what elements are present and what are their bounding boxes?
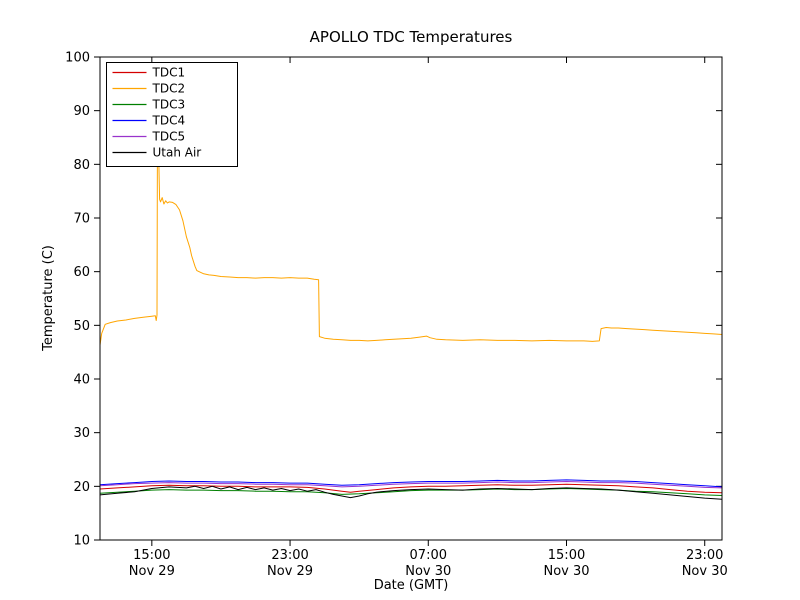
plot-border <box>99 56 723 541</box>
legend-label-tdc3: TDC3 <box>152 98 186 112</box>
legend-label-tdc4: TDC4 <box>152 114 186 128</box>
y-tick-label: 90 <box>73 104 90 119</box>
legend: TDC1 TDC2 TDC3 TDC4 TDC5 Utah Air <box>106 62 238 167</box>
x-tick-label-date: Nov 29 <box>129 564 175 579</box>
x-tick-label-time: 07:00 <box>410 548 447 563</box>
y-tick-label: 80 <box>73 158 90 173</box>
legend-label-tdc1: TDC1 <box>152 66 186 80</box>
x-tick-label-time: 23:00 <box>271 548 308 563</box>
series-line-utah-air <box>99 485 723 500</box>
y-tick-label: 50 <box>73 319 90 334</box>
y-tick-label: 70 <box>73 212 90 227</box>
x-tick-label-date: Nov 30 <box>682 564 728 579</box>
legend-label-tdc2: TDC2 <box>152 82 186 96</box>
x-tick-label-date: Nov 30 <box>405 564 451 579</box>
series-line-tdc5 <box>99 481 723 489</box>
chart-title: APOLLO TDC Temperatures <box>310 28 513 46</box>
legend-box <box>106 62 238 167</box>
series-line-tdc2 <box>99 153 723 346</box>
y-tick-label: 10 <box>73 534 90 549</box>
series-line-tdc4 <box>99 479 723 488</box>
x-tick-label-time: 15:00 <box>548 548 585 563</box>
y-tick-label: 40 <box>73 373 90 388</box>
x-tick-label-time: 23:00 <box>686 548 723 563</box>
x-axis-label: Date (GMT) <box>374 578 449 593</box>
series-line-tdc1 <box>99 483 723 494</box>
x-tick-label-date: Nov 30 <box>543 564 589 579</box>
y-tick-label: 100 <box>65 51 90 66</box>
legend-label-tdc5: TDC5 <box>152 130 186 144</box>
y-tick-label: 20 <box>73 480 90 495</box>
y-tick-label: 30 <box>73 426 90 441</box>
x-tick-label-time: 15:00 <box>133 548 170 563</box>
y-axis-label: Temperature (C) <box>41 245 56 352</box>
x-tick-label-date: Nov 29 <box>267 564 313 579</box>
legend-label-utah-air: Utah Air <box>153 146 202 160</box>
y-tick-label: 60 <box>73 265 90 280</box>
